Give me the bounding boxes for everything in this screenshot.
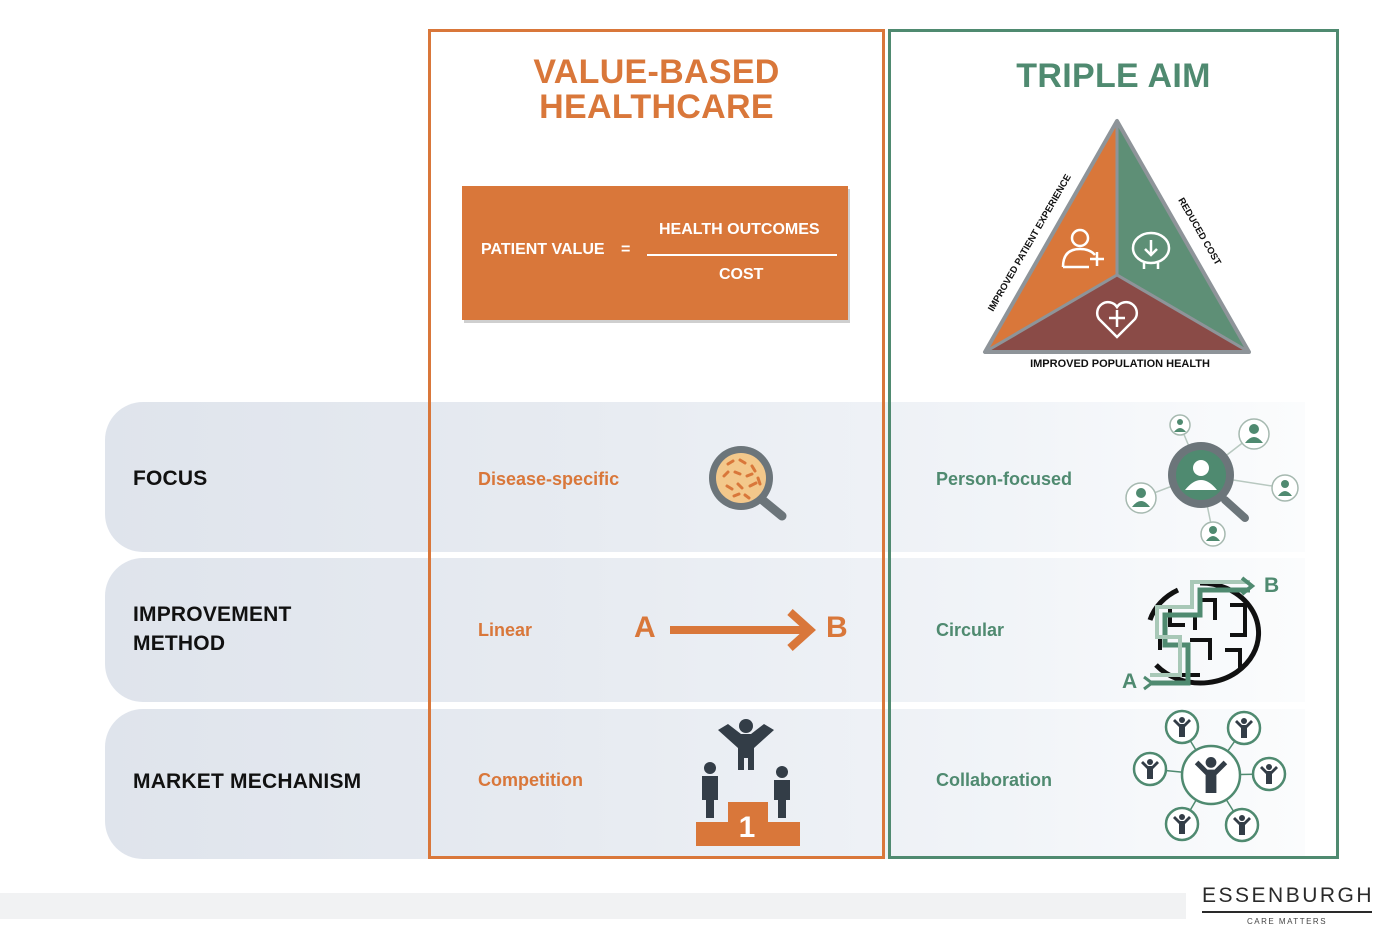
- focus-vbhc-text: Disease-specific: [478, 469, 620, 489]
- vbhc-title-line1: VALUE-BASED: [533, 53, 780, 91]
- linear-a-label: A: [634, 611, 656, 644]
- vbhc-title-line2: HEALTHCARE: [539, 88, 774, 126]
- vbhc-column: [428, 29, 885, 859]
- podium-icon: 1: [696, 719, 800, 846]
- market-vbhc-text: Competition: [478, 770, 583, 790]
- collaboration-network-icon: [1132, 709, 1287, 843]
- patient-plus-icon: [1061, 228, 1104, 269]
- formula-left: PATIENT VALUE: [481, 241, 605, 258]
- linear-arrow-icon: [670, 609, 816, 651]
- row-band-focus: [105, 402, 1305, 552]
- formula-denominator: COST: [719, 266, 764, 283]
- triple-aim-title: TRIPLE AIM: [1016, 57, 1211, 95]
- maze-b-label: B: [1264, 574, 1280, 597]
- row-label-improvement: IMPROVEMENT METHOD: [133, 603, 292, 655]
- row-label-market: MARKET MECHANISM: [133, 770, 362, 793]
- footer-bar: [0, 893, 1186, 919]
- triple-aim-column: [888, 29, 1339, 859]
- podium-rank: 1: [739, 811, 756, 844]
- vbhc-title: VALUE-BASED HEALTHCARE: [430, 55, 883, 125]
- patient-value-formula: PATIENT VALUE = HEALTH OUTCOMES COST: [462, 186, 848, 320]
- triangle-bottom-label: IMPROVED POPULATION HEALTH: [1030, 358, 1210, 370]
- formula-equals: =: [621, 241, 631, 258]
- triple-aim-triangle: IMPROVED PATIENT EXPERIENCE REDUCED COST: [983, 119, 1251, 354]
- formula-fraction-line: [647, 254, 837, 256]
- maze-icon: [1143, 576, 1261, 691]
- row-label-focus: FOCUS: [133, 467, 208, 490]
- piggy-bank-icon: [1131, 231, 1171, 269]
- linear-b-label: B: [826, 611, 848, 644]
- brand-name: ESSENBURGH: [1202, 884, 1372, 913]
- formula-numerator: HEALTH OUTCOMES: [659, 221, 820, 238]
- improvement-vbhc-text: Linear: [478, 620, 533, 640]
- market-triple-text: Collaboration: [936, 770, 1052, 790]
- brand-logo: ESSENBURGH CARE MATTERS: [1202, 884, 1372, 926]
- maze-a-label: A: [1122, 670, 1138, 693]
- person-network-icon: [1125, 414, 1299, 547]
- heart-plus-icon: [1095, 300, 1139, 339]
- focus-triple-text: Person-focused: [936, 469, 1073, 489]
- brand-tagline: CARE MATTERS: [1246, 917, 1328, 926]
- magnifier-bacteria-icon: [709, 446, 787, 521]
- improvement-triple-text: Circular: [936, 620, 1005, 640]
